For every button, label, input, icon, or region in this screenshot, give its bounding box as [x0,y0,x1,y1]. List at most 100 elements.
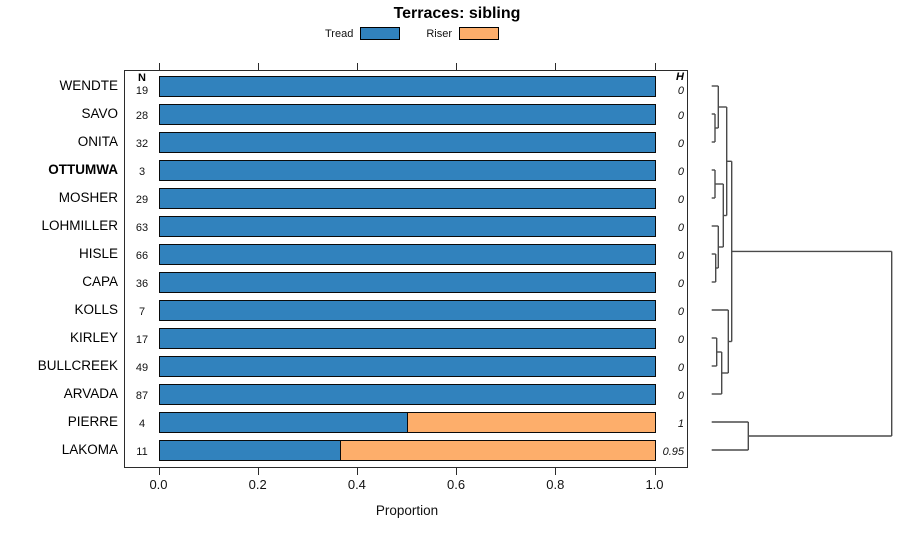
plot-frame [124,70,688,468]
tread-segment [159,244,655,264]
n-value: 66 [135,250,149,262]
stacked-bar-pierre [158,411,656,433]
n-value: 7 [138,306,146,318]
h-value: 0 [677,222,684,234]
stacked-bar-kolls [158,299,656,321]
legend-swatch-riser [459,27,499,40]
h-value: 0 [677,110,684,122]
n-column-header: N [138,72,146,84]
h-value: 0 [677,278,684,290]
tread-segment [159,104,655,124]
stacked-bar-capa [158,271,656,293]
row-label-hisle: HISLE [78,246,118,261]
legend-item-riser: Riser [426,27,499,40]
n-value: 36 [135,278,149,290]
tread-segment [159,440,340,460]
n-value: 63 [135,222,149,234]
h-value: 1 [677,418,684,430]
x-tick-label: 0.0 [149,477,168,492]
n-value: 29 [135,194,149,206]
row-label-wendte: WENDTE [59,78,119,93]
h-value: 0 [677,306,684,318]
tread-segment [159,272,655,292]
legend-swatch-tread [360,27,401,40]
tread-segment [159,132,655,152]
tread-segment [159,300,655,320]
tread-segment [159,188,655,208]
tread-segment [159,412,407,432]
h-column-header: H [676,71,684,83]
stacked-bar-lohmiller [158,215,656,237]
tread-segment [159,384,655,404]
h-value: 0 [677,194,684,206]
stacked-bar-bullcreek [158,355,656,377]
stacked-bar-hisle [158,243,656,265]
row-label-bullcreek: BULLCREEK [37,358,118,373]
row-label-savo: SAVO [81,106,118,121]
row-label-pierre: PIERRE [67,414,118,429]
stacked-bar-mosher [158,187,656,209]
top-axis-tick [654,63,656,70]
h-value: 0 [677,138,684,150]
legend: Tread Riser [0,27,824,40]
top-axis-tick [158,63,160,70]
bottom-axis-tick [456,468,458,475]
x-tick-label: 0.2 [248,477,267,492]
n-value: 87 [135,390,149,402]
top-axis-tick [356,63,358,70]
tread-segment [159,328,655,348]
n-value: 19 [135,85,149,97]
bottom-axis-tick [555,468,557,475]
row-label-arvada: ARVADA [63,386,118,401]
stacked-bar-arvada [158,383,656,405]
n-value: 4 [138,418,146,430]
h-value: 0 [677,362,684,374]
x-tick-label: 0.8 [546,477,565,492]
tread-segment [159,216,655,236]
row-label-onita: ONITA [77,134,118,149]
top-axis-tick [257,63,259,70]
h-value: 0 [677,166,684,178]
stacked-bar-ottumwa [158,159,656,181]
h-value: 0 [677,390,684,402]
bottom-axis-tick [356,468,358,475]
tread-segment [159,160,655,180]
top-axis-tick [456,63,458,70]
stacked-bar-onita [158,131,656,153]
stacked-bar-kirley [158,327,656,349]
row-label-mosher: MOSHER [58,190,118,205]
h-value: 0 [677,334,684,346]
row-label-ottumwa: OTTUMWA [48,162,118,177]
stacked-bar-lakoma [158,439,656,461]
row-label-capa: CAPA [82,274,118,289]
n-value: 17 [135,334,149,346]
row-label-kirley: KIRLEY [69,330,118,345]
n-value: 32 [135,138,149,150]
x-tick-label: 0.6 [447,477,466,492]
x-tick-label: 0.4 [347,477,366,492]
riser-segment [339,440,655,460]
n-value: 11 [136,446,148,458]
bottom-axis-tick [654,468,656,475]
x-tick-label: 1.0 [645,477,664,492]
h-value: 0 [677,85,684,97]
h-value: 0.95 [662,446,684,458]
row-label-kolls: KOLLS [74,302,118,317]
bottom-axis-tick [158,468,160,475]
top-axis-tick [555,63,557,70]
n-value: 28 [135,110,149,122]
legend-label: Riser [426,27,452,40]
legend-label: Tread [325,27,354,40]
tread-segment [159,76,655,96]
h-value: 0 [677,250,684,262]
stacked-bar-wendte [158,75,656,97]
bottom-axis-tick [257,468,259,475]
row-label-lakoma: LAKOMA [61,442,118,457]
stacked-bar-savo [158,103,656,125]
tread-segment [159,356,655,376]
row-label-lohmiller: LOHMILLER [41,218,118,233]
riser-segment [407,412,655,432]
legend-item-tread: Tread [325,27,401,40]
